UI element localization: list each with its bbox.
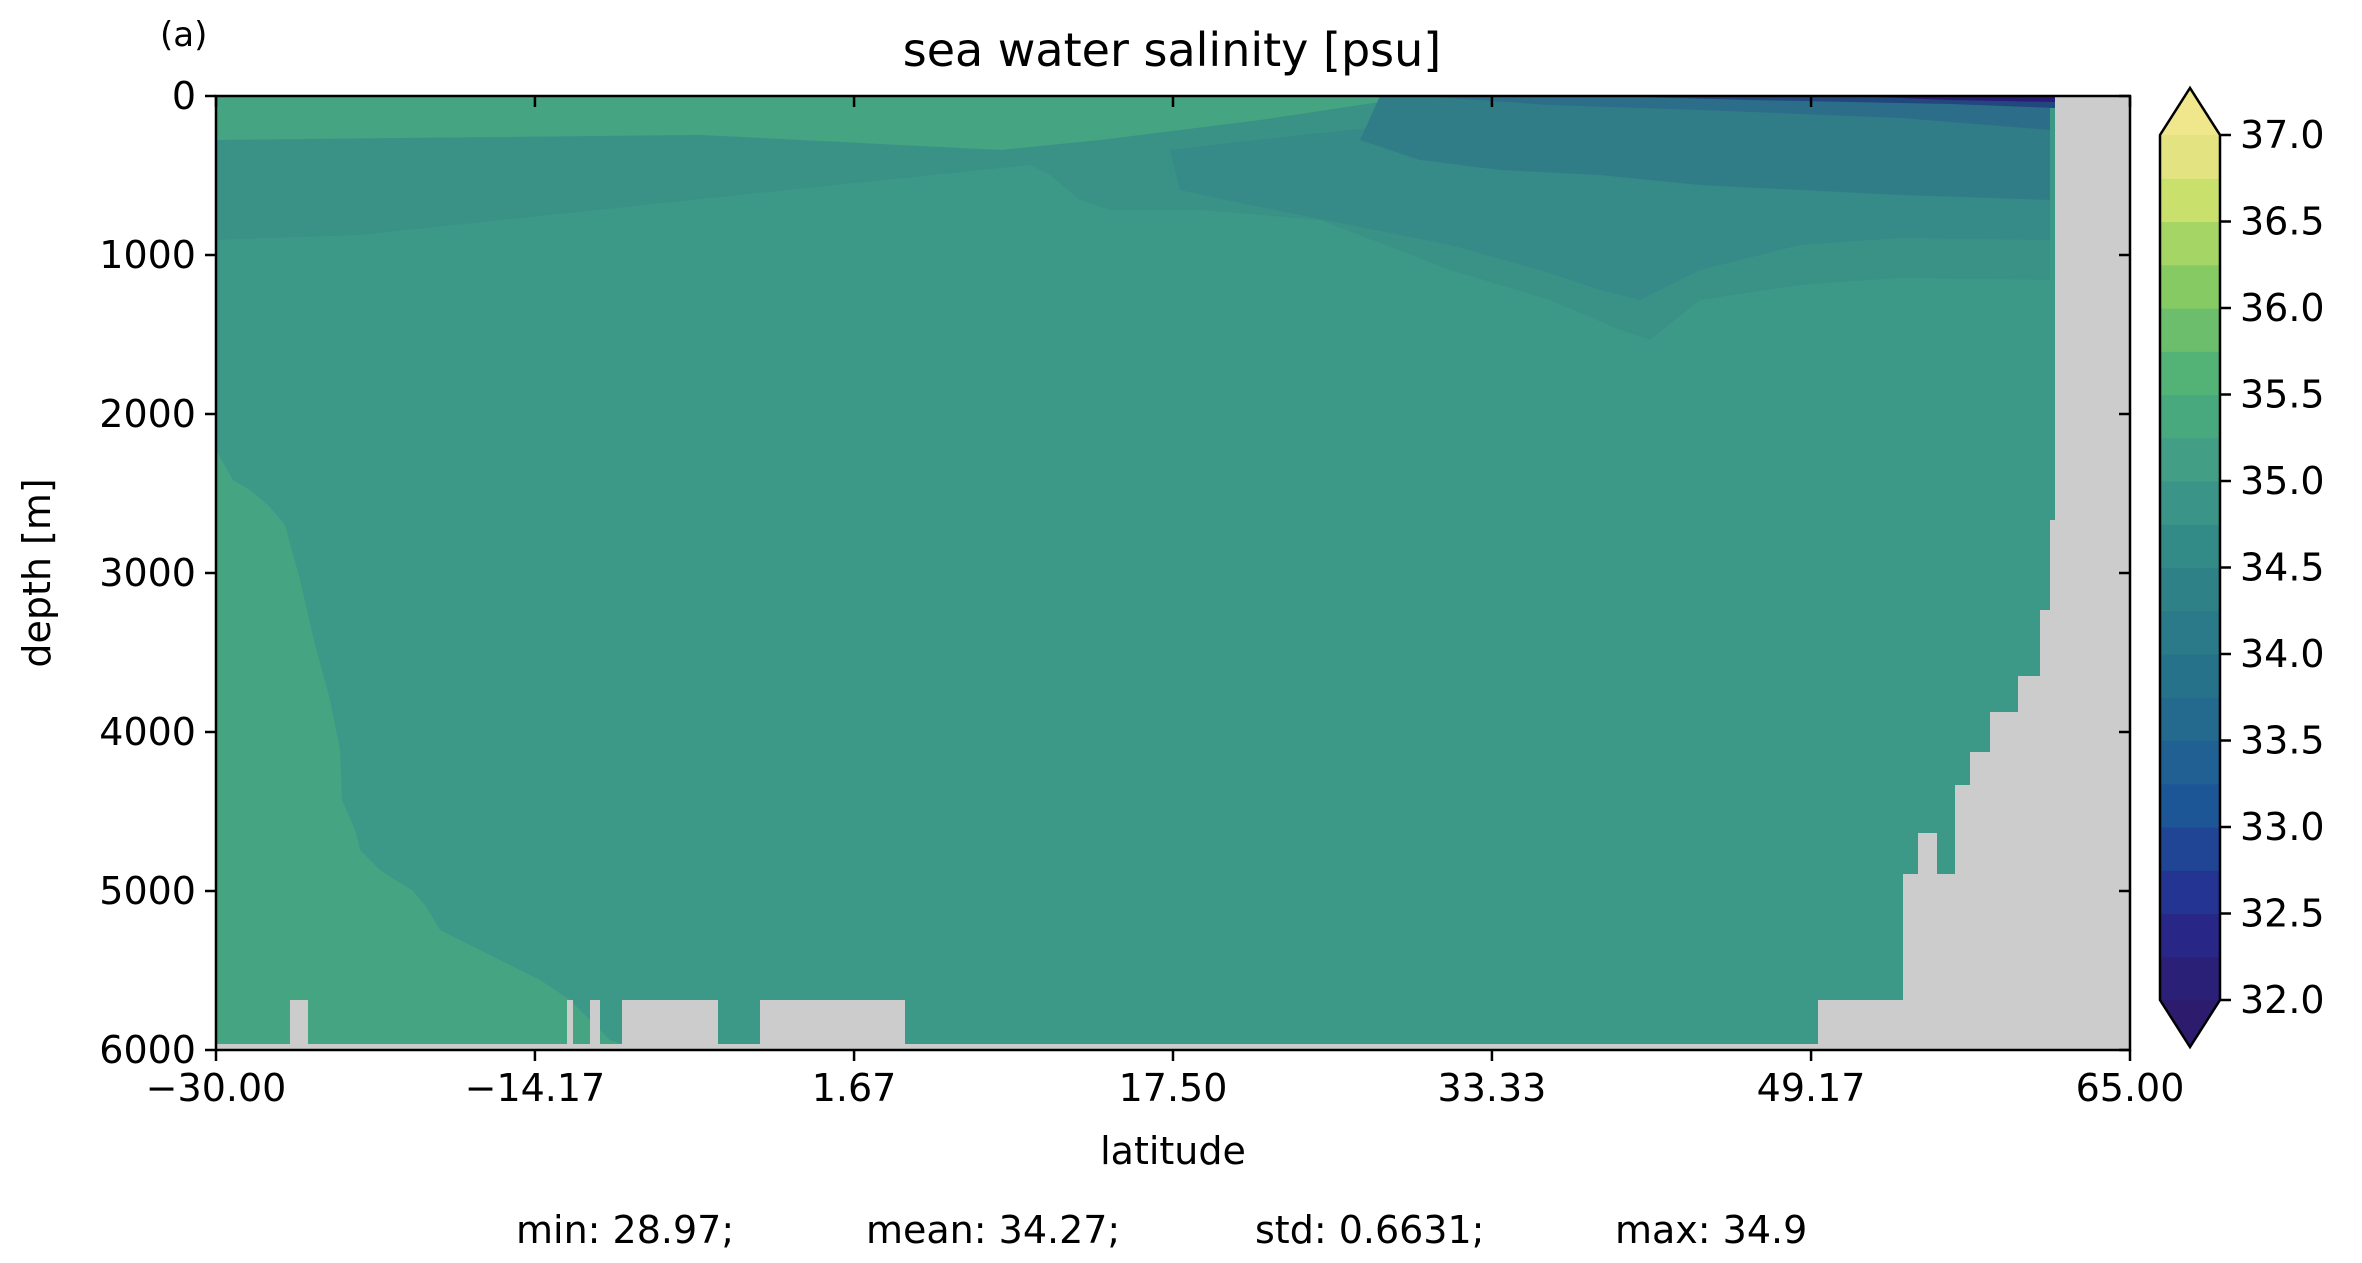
colorbar-tick-label: 36.0 — [2240, 286, 2325, 330]
colorbar-tick-label: 34.5 — [2240, 546, 2325, 590]
seamount-1 — [290, 1000, 308, 1050]
colorbar-segment — [2160, 827, 2220, 871]
colorbar-segment — [2160, 610, 2220, 655]
x-tick-label: 49.17 — [1757, 1066, 1866, 1110]
colorbar-segment — [2160, 654, 2220, 698]
seamount-5 — [760, 1000, 905, 1050]
x-tick-label: −30.00 — [146, 1066, 287, 1110]
stat-mean: mean: 34.27; — [866, 1208, 1120, 1252]
colorbar-tick-label: 35.5 — [2240, 373, 2325, 417]
colorbar-extend-low — [2160, 1000, 2220, 1047]
colorbar-tick-label: 33.5 — [2240, 719, 2325, 763]
colorbar-tick-label: 32.5 — [2240, 892, 2325, 936]
colorbar-segment — [2160, 135, 2220, 179]
seamount-3 — [590, 1000, 600, 1050]
y-tick-label: 1000 — [99, 233, 196, 277]
colorbar: 32.0 32.5 33.0 33.5 34.0 34.5 35.0 35.5 36.0 36.5… — [2158, 85, 2325, 1050]
field-northern-338 — [1360, 96, 2050, 200]
colorbar-ticks: 32.0 32.5 33.0 33.5 34.0 34.5 35.0 35.5 36.0 36.5… — [2220, 113, 2325, 1022]
colorbar-extend-high — [2160, 88, 2220, 135]
salinity-field — [216, 96, 2130, 1050]
y-tick-label: 2000 — [99, 392, 196, 436]
seafloor-mask — [216, 1044, 1818, 1050]
field-surface-fresh-322 — [1850, 96, 2055, 102]
colorbar-tick-label: 34.0 — [2240, 632, 2325, 676]
colorbar-tick-label: 33.0 — [2240, 805, 2325, 849]
y-tick-label: 6000 — [99, 1028, 196, 1072]
colorbar-tick-label: 36.5 — [2240, 200, 2325, 244]
x-axis-label: latitude — [1100, 1129, 1246, 1173]
colorbar-segment — [2160, 221, 2220, 266]
colorbar-segment — [2160, 178, 2220, 223]
y-tick-label: 5000 — [99, 869, 196, 913]
x-axis: −30.00 −14.17 1.67 17.50 33.33 49.17 65.00 — [146, 96, 2185, 1110]
x-tick-label: 1.67 — [812, 1066, 897, 1110]
colorbar-tick-label: 37.0 — [2240, 113, 2325, 157]
y-tick-label: 4000 — [99, 710, 196, 754]
stat-max: max: 34.9 — [1615, 1208, 1807, 1252]
y-tick-label: 0 — [172, 74, 196, 118]
colorbar-segment — [2160, 264, 2220, 309]
seamount-2 — [567, 1000, 573, 1050]
colorbar-segment — [2160, 481, 2220, 525]
stat-min: min: 28.97; — [516, 1208, 734, 1252]
colorbar-segments — [2160, 88, 2220, 1047]
colorbar-segment — [2160, 437, 2220, 482]
y-axis: 0 1000 2000 3000 4000 5000 6000 — [99, 74, 2130, 1072]
chart-title: sea water salinity [psu] — [903, 23, 1442, 77]
colorbar-segment — [2160, 913, 2220, 958]
colorbar-segment — [2160, 524, 2220, 569]
colorbar-segment — [2160, 783, 2220, 828]
x-tick-label: 17.50 — [1119, 1066, 1228, 1110]
panel-label: (a) — [160, 15, 207, 55]
colorbar-segment — [2160, 740, 2220, 785]
colorbar-segment — [2160, 697, 2220, 742]
y-tick-label: 3000 — [99, 551, 196, 595]
stat-std: std: 0.6631; — [1255, 1208, 1484, 1252]
x-tick-label: 33.33 — [1438, 1066, 1547, 1110]
colorbar-segment — [2160, 394, 2220, 439]
colorbar-segment — [2160, 870, 2220, 915]
y-axis-label: depth [m] — [15, 478, 59, 667]
land-mask-north — [1818, 96, 2130, 1050]
colorbar-tick-label: 32.0 — [2240, 978, 2325, 1022]
x-tick-label: −14.17 — [465, 1066, 606, 1110]
colorbar-tick-label: 35.0 — [2240, 459, 2325, 503]
field-deep-south-35 — [216, 96, 640, 1050]
colorbar-segment — [2160, 351, 2220, 396]
colorbar-segment — [2160, 308, 2220, 352]
field-surface-fresh-335 — [1420, 96, 2050, 130]
seamount-4 — [622, 1000, 718, 1050]
colorbar-segment — [2160, 956, 2220, 1001]
x-tick-label: 65.00 — [2076, 1066, 2185, 1110]
colorbar-segment — [2160, 567, 2220, 612]
